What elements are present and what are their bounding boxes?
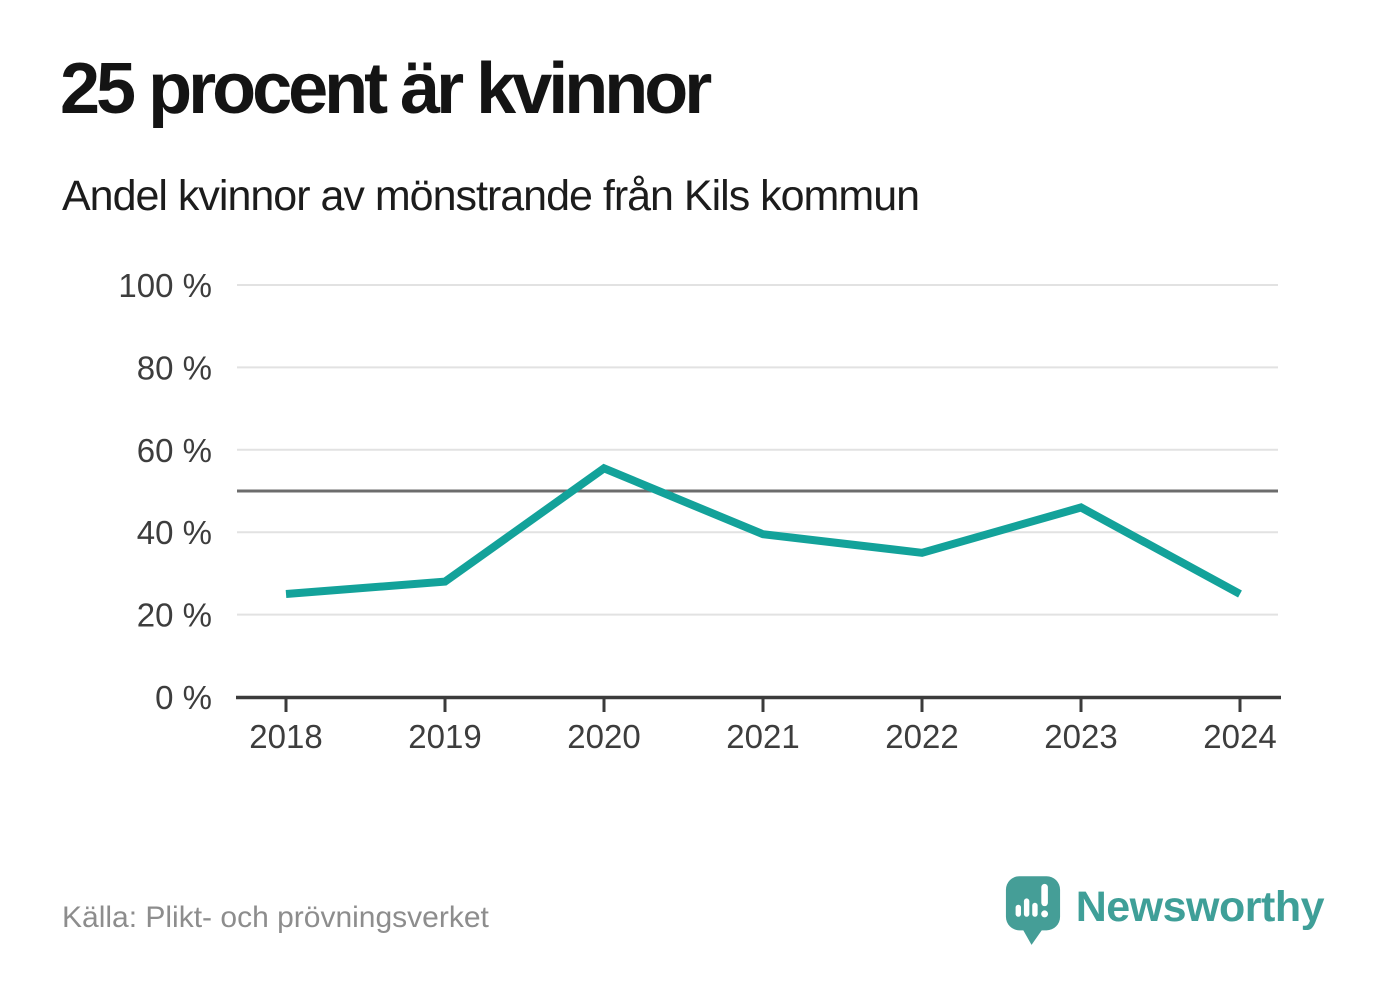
x-axis-label-2022: 2022 bbox=[885, 718, 958, 755]
y-axis-label-80: 80 % bbox=[137, 349, 212, 386]
x-axis-label-2020: 2020 bbox=[567, 718, 640, 755]
logo-exclamation-dot bbox=[1040, 910, 1048, 918]
logo-bar-1 bbox=[1015, 904, 1021, 917]
logo-exclamation-bar bbox=[1041, 883, 1048, 907]
y-axis-label-100: 100 % bbox=[118, 267, 212, 304]
x-axis-label-2021: 2021 bbox=[726, 718, 799, 755]
source-note: Källa: Plikt- och prövningsverket bbox=[62, 901, 489, 934]
y-axis-label-60: 60 % bbox=[137, 432, 212, 469]
page-title: 25 procent är kvinnor bbox=[60, 49, 712, 129]
data-line-andel-kvinnor-av-m-nstrande bbox=[285, 463, 1242, 598]
logo-bar-3 bbox=[1031, 902, 1038, 917]
x-axis-label-2018: 2018 bbox=[249, 718, 322, 755]
y-axis-label-20: 20 % bbox=[137, 597, 212, 634]
y-axis-label-0: 0 % bbox=[155, 679, 212, 716]
newsworthy-logo: Newsworthy bbox=[1004, 874, 1325, 948]
newsworthy-logo-text: Newsworthy bbox=[1075, 883, 1325, 931]
x-axis-label-2019: 2019 bbox=[408, 718, 481, 755]
newsworthy-logo-icon bbox=[1005, 876, 1060, 945]
logo-bar-2 bbox=[1023, 898, 1030, 917]
x-axis-label-2024: 2024 bbox=[1203, 718, 1276, 755]
y-axis-label-40: 40 % bbox=[137, 514, 212, 551]
page-subtitle: Andel kvinnor av mönstrande från Kils ko… bbox=[62, 172, 920, 220]
x-axis-label-2023: 2023 bbox=[1044, 718, 1117, 755]
